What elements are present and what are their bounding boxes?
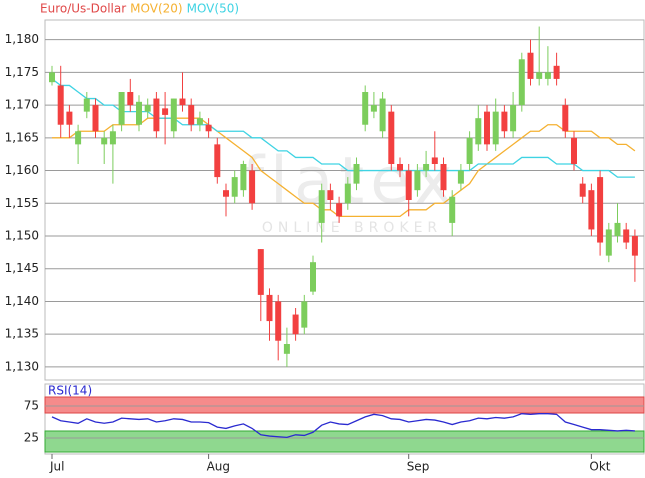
candle-body xyxy=(205,124,212,132)
candle-body xyxy=(310,262,316,292)
candle-body xyxy=(318,190,325,223)
candle-body xyxy=(249,170,256,204)
candle-body xyxy=(101,137,108,145)
candle-body xyxy=(631,236,638,256)
candle-body xyxy=(562,105,569,132)
candle-body xyxy=(370,105,377,112)
line xyxy=(52,117,636,218)
y-tick-label: 1,180 xyxy=(5,32,39,46)
candle-body xyxy=(353,164,360,184)
candle-body xyxy=(362,92,369,125)
watermark-sub: ONLINE BROKER xyxy=(262,220,442,236)
candle-body xyxy=(405,170,412,200)
candle-body xyxy=(501,111,508,132)
candle-body xyxy=(431,157,438,164)
candle-body xyxy=(301,301,308,328)
candle-body xyxy=(544,72,551,79)
legend-entry: MOV(50) xyxy=(187,2,239,16)
candle-body xyxy=(588,190,595,230)
candle-body xyxy=(240,164,247,191)
candle-body xyxy=(292,314,299,335)
candle-body xyxy=(457,170,464,184)
candle-body xyxy=(127,92,134,106)
candle-body xyxy=(170,98,177,132)
candle-body xyxy=(536,72,543,79)
overbought-zone xyxy=(44,396,645,414)
candle-body xyxy=(162,108,169,115)
x-tick-label: Okt xyxy=(589,460,610,474)
candle-body xyxy=(136,101,142,125)
y-tick-label: 1,175 xyxy=(5,65,39,79)
legend-entry: Euro/Us-Dollar xyxy=(40,2,126,16)
candle-body xyxy=(605,229,612,256)
candle-body xyxy=(118,92,125,125)
candle-body xyxy=(66,111,73,125)
candle-body xyxy=(283,344,290,354)
candle-body xyxy=(196,118,203,125)
candle-body xyxy=(75,131,82,145)
candle-body xyxy=(266,294,273,322)
candle-body xyxy=(344,183,351,204)
candle-body xyxy=(579,183,586,197)
candle-body xyxy=(475,118,482,145)
x-tick-label: Sep xyxy=(407,460,430,474)
candle-body xyxy=(379,98,386,132)
candle-body xyxy=(214,144,221,178)
candle-body xyxy=(466,137,473,164)
candle-body xyxy=(414,170,421,191)
candle-body xyxy=(527,52,534,79)
candle-body xyxy=(510,105,517,132)
candle-body xyxy=(57,85,64,125)
y-tick-label: 1,145 xyxy=(5,261,39,275)
candle-body xyxy=(518,59,525,106)
candle-body xyxy=(92,105,99,132)
candle-body xyxy=(571,137,577,164)
candle-body xyxy=(423,164,430,171)
candle-body xyxy=(83,98,90,112)
line xyxy=(51,78,635,178)
candle-body xyxy=(597,177,604,243)
y-tick-label: 25 xyxy=(24,431,39,445)
legend-entry: RSI(14) xyxy=(48,384,92,398)
line xyxy=(51,413,635,439)
y-tick-label: 1,130 xyxy=(5,359,39,373)
candle-body xyxy=(484,111,490,145)
candle-body xyxy=(553,65,560,79)
y-tick-label: 1,135 xyxy=(5,327,39,341)
y-tick-label: 1,170 xyxy=(5,98,39,112)
candle-body xyxy=(327,190,334,200)
candle-body xyxy=(388,111,395,164)
y-tick-label: 1,140 xyxy=(5,294,39,308)
price-panel xyxy=(44,19,645,381)
x-tick-label: Jul xyxy=(49,460,64,474)
candle-body xyxy=(109,131,116,145)
candle-body xyxy=(257,249,264,295)
candle-body xyxy=(144,105,151,112)
candle-body xyxy=(179,98,186,106)
candle-body xyxy=(492,111,499,145)
candle-body xyxy=(397,164,403,171)
candle-body xyxy=(275,301,282,341)
candle-body xyxy=(449,196,456,223)
candle-body xyxy=(188,105,195,125)
candle-body xyxy=(336,203,343,217)
y-tick-label: 75 xyxy=(24,399,39,413)
candle-body xyxy=(614,222,621,236)
y-tick-label: 1,160 xyxy=(5,163,39,177)
candle-body xyxy=(231,177,238,197)
candle-body xyxy=(223,190,229,197)
candle-body xyxy=(153,98,160,132)
oversold-zone xyxy=(44,430,645,453)
candle-body xyxy=(49,72,55,83)
legend-entry: MOV(20) xyxy=(130,2,182,16)
x-tick-label: Aug xyxy=(207,460,230,474)
y-tick-label: 1,155 xyxy=(5,196,39,210)
candle-body xyxy=(623,229,630,243)
candle-body xyxy=(440,164,447,191)
y-tick-label: 1,150 xyxy=(5,229,39,243)
y-tick-label: 1,165 xyxy=(5,130,39,144)
